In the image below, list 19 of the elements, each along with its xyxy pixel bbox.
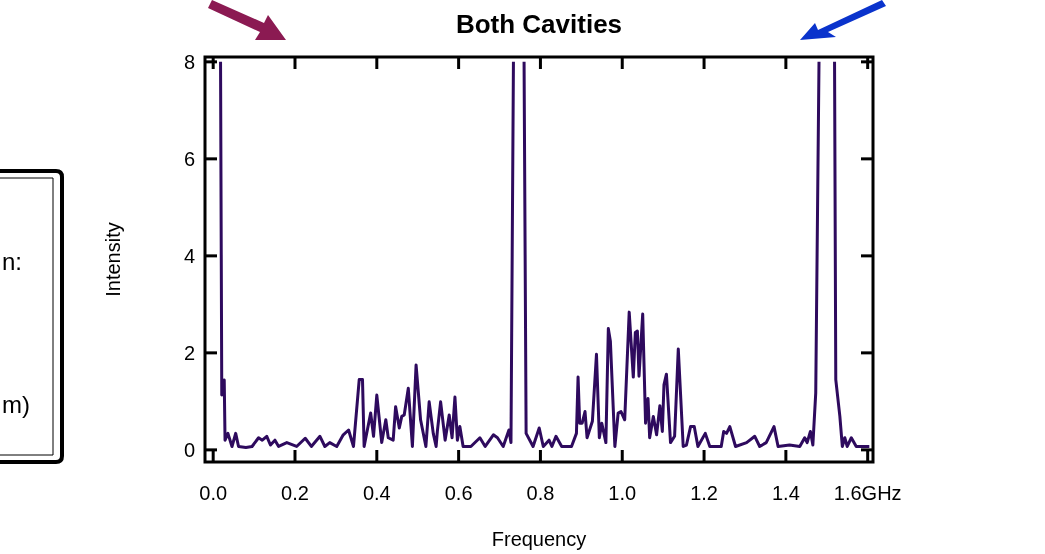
x-tick-label: 1.4: [771, 482, 800, 504]
y-axis-title: Intensity: [102, 222, 124, 297]
y-tick-label: 8: [183, 50, 195, 73]
chart-title: Both Cavities: [455, 9, 623, 39]
y-tick-label: 0: [183, 438, 195, 461]
x-tick-label: 0.4: [362, 482, 391, 504]
text: m): [2, 391, 30, 418]
x-axis-title: Frequency: [491, 528, 587, 550]
text: n:: [2, 248, 23, 275]
y-tick-label: 2: [183, 341, 195, 364]
x-tick-label: 1.0: [608, 482, 637, 504]
y-tick-label: 4: [183, 244, 195, 267]
y-tick-label: 6: [183, 147, 195, 170]
x-tick-label: 1.2: [690, 482, 718, 504]
x-tick-label: 0.6: [444, 482, 473, 504]
x-tick-label: 0.8: [526, 482, 555, 504]
x-tick-label: 0.0: [199, 482, 228, 504]
x-tick-label: 1.6GHz: [833, 482, 902, 504]
x-tick-label: 0.2: [281, 482, 309, 504]
